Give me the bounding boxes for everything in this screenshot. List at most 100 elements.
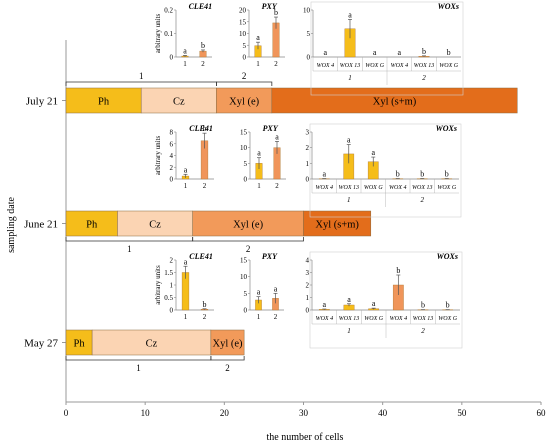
significance-letter: b [446, 301, 450, 310]
segment-label: Cz [149, 220, 161, 231]
significance-letter: b [420, 170, 424, 179]
significance-letter: b [445, 170, 449, 179]
inset-y-tick-label: 0 [307, 54, 311, 62]
significance-letter: a [347, 136, 351, 145]
significance-letter: b [201, 41, 205, 50]
segment-label: Ph [74, 339, 86, 350]
inset-y-label: arbitrary units [154, 135, 162, 175]
inset-y-tick-label: 2 [170, 164, 174, 172]
inset-category-label: 2 [274, 60, 278, 68]
inset-y-tick-label: 4 [170, 152, 174, 160]
inset-chart: 0 0.5 1 1.5 2 CLE41 arbitrary units a 1 b 2 [154, 252, 214, 321]
region-bracket [65, 81, 217, 86]
inset-y-tick-label: 0.1 [164, 30, 173, 38]
inset-y-tick-label: 5 [244, 160, 248, 168]
significance-letter: a [184, 165, 188, 174]
segment-label: Cz [173, 97, 185, 108]
significance-letter: a [371, 148, 375, 157]
segment-label: Ph [98, 97, 110, 108]
inset-title: WOXs [437, 252, 458, 261]
inset-category-label: 1 [257, 182, 261, 190]
inset-y-tick-label: 1.5 [164, 269, 173, 277]
inset-y-tick-label: 3 [306, 269, 310, 277]
inset-group-label: 2 [421, 196, 425, 204]
inset-y-label: arbitrary units [154, 265, 162, 305]
significance-letter: a [322, 170, 326, 179]
x-tick-label: 20 [220, 408, 230, 418]
region-bracket-label: 1 [139, 71, 144, 81]
region-bracket-label: 2 [242, 71, 247, 81]
region-bracket-label: 2 [246, 244, 251, 254]
x-axis-label: the number of cells [267, 432, 344, 443]
sampling-rows: July 21 Ph Cz Xyl (e) Xyl (s+m) 1 2 June 21 Ph Cz… [24, 71, 518, 373]
inset-y-tick-label: 5 [307, 30, 311, 38]
segment-bar [192, 210, 304, 237]
inset-y-tick-label: 1 [306, 160, 310, 168]
region-bracket [192, 237, 304, 242]
segment-bar [91, 329, 212, 356]
significance-letter: a [323, 300, 327, 309]
inset-title: PXY [262, 252, 278, 261]
inset-y-tick-label: 0 [244, 307, 248, 315]
inset-group-label: 1 [348, 74, 352, 82]
inset-y-tick-label: 15 [240, 257, 248, 265]
inset-chart: 0 1 2 3 WOXs a WOX 4 a WOX 13 a WOX G b WOX 4 b WOX 13… [306, 123, 462, 218]
inset-y-tick-label: 2 [170, 257, 174, 265]
inset-category-label: WOX 4 [316, 315, 334, 322]
significance-letter: a [324, 48, 328, 57]
date-label: May 27 [24, 338, 58, 350]
significance-letter: b [447, 48, 451, 57]
inset-category-label: WOX 13 [413, 316, 434, 322]
inset-category-label: 2 [274, 313, 278, 321]
inset-y-tick-label: 0 [170, 307, 174, 315]
inset-category-label: 1 [183, 60, 187, 68]
region-bracket-label: 1 [136, 363, 141, 373]
significance-letter: b [396, 170, 400, 179]
inset-y-tick-label: 0 [170, 54, 174, 62]
inset-category-label: WOX 13 [412, 185, 433, 191]
significance-letter: a [348, 10, 352, 19]
inset-category-label: 2 [203, 182, 207, 190]
date-label: June 21 [24, 219, 58, 231]
inset-category-label: 2 [203, 313, 207, 321]
inset-frame [309, 251, 463, 349]
inset-y-tick-label: 2 [306, 282, 310, 290]
inset-category-label: WOX G [438, 316, 457, 322]
inset-group-label: 1 [347, 327, 351, 335]
region-bracket-label: 2 [225, 363, 230, 373]
inset-category-label: 1 [256, 60, 260, 68]
y-axis-label: sampling date [6, 197, 17, 253]
segment-label: Xyl (s+m) [373, 97, 417, 108]
inset-y-tick-label: 15 [239, 18, 247, 26]
inset-category-label: WOX 4 [390, 315, 408, 322]
inset-category-label: 2 [201, 60, 205, 68]
segment-label: Xyl (s+m) [315, 220, 359, 231]
inset-y-tick-label: 4 [306, 257, 310, 265]
inset-y-tick-label: 0 [243, 54, 247, 62]
x-tick-label: 0 [64, 408, 69, 418]
inset-y-tick-label: 0.5 [164, 294, 173, 302]
segment-bar [117, 210, 193, 237]
segment-bar [65, 329, 93, 356]
inset-group-label: 1 [347, 196, 351, 204]
region-bracket [65, 356, 212, 361]
inset-y-tick-label: 0 [306, 307, 310, 315]
segment-bar [65, 210, 118, 237]
inset-y-tick-label: 1 [306, 294, 310, 302]
inset-title: PXY [262, 2, 278, 11]
inset-title: WOXs [438, 2, 459, 11]
significance-letter: a [372, 299, 376, 308]
significance-letter: b [203, 124, 207, 133]
segment-bar [210, 329, 245, 356]
inset-y-tick-label: 1 [170, 282, 174, 290]
inset-chart: 0 5 10 WOXs a WOX 4 a WOX 13 a WOX G a WOX 4 b WOX 13… [303, 1, 464, 96]
x-tick-label: 50 [457, 408, 467, 418]
segment-label: Xyl (e) [233, 220, 264, 231]
significance-letter: a [347, 295, 351, 304]
inset-y-tick-label: 0 [244, 176, 248, 184]
inset-y-tick-label: 0 [306, 176, 310, 184]
inset-title: PXY [263, 124, 279, 133]
inset-category-label: 1 [184, 182, 188, 190]
